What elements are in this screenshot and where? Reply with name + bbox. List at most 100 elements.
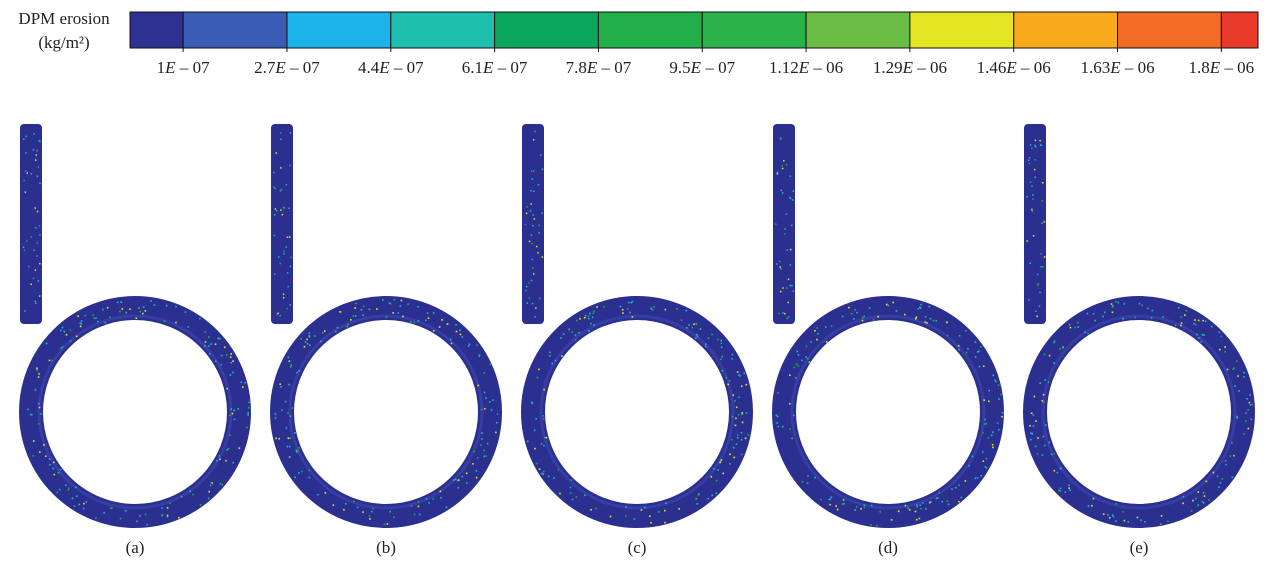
erosion-spot: [886, 304, 888, 306]
erosion-spot: [700, 328, 702, 330]
erosion-spot: [929, 502, 931, 504]
erosion-spot: [145, 514, 147, 516]
erosion-spot: [305, 341, 307, 343]
erosion-spot: [1069, 489, 1071, 491]
erosion-spot: [538, 184, 540, 186]
erosion-spot: [1026, 240, 1028, 242]
erosion-spot: [35, 389, 37, 391]
erosion-spot: [1231, 442, 1233, 444]
erosion-spot: [707, 498, 709, 500]
erosion-spot: [920, 304, 922, 306]
erosion-spot: [1068, 487, 1070, 489]
erosion-spot: [842, 503, 844, 505]
erosion-spot: [461, 336, 463, 338]
erosion-spot: [433, 312, 435, 314]
erosion-spot: [139, 515, 141, 517]
erosion-spot: [369, 309, 371, 311]
colorbar-segment: [495, 12, 599, 48]
erosion-spot: [205, 341, 207, 343]
erosion-spot: [978, 351, 980, 353]
erosion-spot: [532, 214, 534, 216]
erosion-spot: [935, 320, 937, 322]
erosion-spot: [967, 348, 969, 350]
erosion-spot: [234, 419, 236, 421]
erosion-spot: [45, 455, 47, 457]
colorbar-segment: [598, 12, 702, 48]
erosion-spot: [625, 515, 627, 517]
tick-label: 1E – 07: [157, 58, 210, 77]
panel-label: (b): [376, 538, 396, 557]
erosion-spot: [738, 374, 740, 376]
erosion-spot: [938, 492, 940, 494]
erosion-spot: [790, 175, 792, 177]
erosion-spot: [138, 307, 140, 309]
erosion-spot: [992, 431, 994, 433]
erosion-spot: [1039, 382, 1041, 384]
erosion-spot: [230, 356, 232, 358]
erosion-spot: [786, 164, 788, 166]
erosion-spot: [1036, 316, 1038, 318]
erosion-spot: [786, 213, 788, 215]
erosion-spot: [584, 495, 586, 497]
erosion-spot: [39, 263, 41, 265]
erosion-spot: [1243, 433, 1245, 435]
erosion-spot: [737, 371, 739, 373]
erosion-spot: [143, 306, 145, 308]
erosion-spot: [1198, 337, 1200, 339]
erosion-spot: [817, 333, 819, 335]
erosion-spot: [418, 506, 420, 508]
erosion-spot: [933, 320, 935, 322]
erosion-spot: [1203, 502, 1205, 504]
erosion-spot: [1044, 379, 1046, 381]
erosion-spot: [729, 463, 731, 465]
erosion-spot: [226, 388, 228, 390]
erosion-spot: [909, 509, 911, 511]
erosion-spot: [216, 460, 218, 462]
erosion-spot: [1220, 482, 1222, 484]
erosion-spot: [968, 465, 970, 467]
erosion-spot: [275, 437, 277, 439]
erosion-spot: [722, 473, 724, 475]
erosion-spot: [300, 338, 302, 340]
erosion-spot: [192, 494, 194, 496]
erosion-spot: [80, 326, 82, 328]
erosion-spot: [309, 344, 311, 346]
erosion-spot: [937, 497, 939, 499]
erosion-spot: [382, 299, 384, 301]
erosion-spot: [1251, 404, 1253, 406]
erosion-spot: [786, 318, 788, 320]
erosion-spot: [489, 364, 491, 366]
erosion-spot: [447, 323, 449, 325]
erosion-spot: [187, 326, 189, 328]
erosion-spot: [538, 369, 540, 371]
erosion-spot: [1035, 140, 1037, 142]
erosion-spot: [644, 507, 646, 509]
tick-label: 7.8E – 07: [566, 58, 632, 77]
erosion-spot: [711, 476, 713, 478]
erosion-spot: [649, 515, 651, 517]
erosion-spot: [1045, 424, 1047, 426]
erosion-spot: [998, 429, 1000, 431]
erosion-spot: [369, 515, 371, 517]
erosion-spot: [864, 504, 866, 506]
erosion-spot: [843, 503, 845, 505]
erosion-spot: [971, 456, 973, 458]
erosion-spot: [1161, 515, 1163, 517]
erosion-spot: [289, 437, 291, 439]
erosion-spot: [413, 322, 415, 324]
erosion-spot: [525, 290, 527, 292]
erosion-spot: [891, 519, 893, 521]
erosion-spot: [795, 377, 797, 379]
erosion-spot: [1245, 412, 1247, 414]
erosion-spot: [53, 474, 55, 476]
erosion-spot: [287, 286, 289, 288]
erosion-spot: [228, 448, 230, 450]
erosion-spot: [208, 491, 210, 493]
erosion-spot: [737, 437, 739, 439]
pipe-loop: [533, 308, 741, 516]
erosion-spot: [178, 517, 180, 519]
erosion-spot: [1037, 453, 1039, 455]
erosion-spot: [121, 308, 123, 310]
erosion-spot: [983, 365, 985, 367]
erosion-spot: [534, 218, 536, 220]
